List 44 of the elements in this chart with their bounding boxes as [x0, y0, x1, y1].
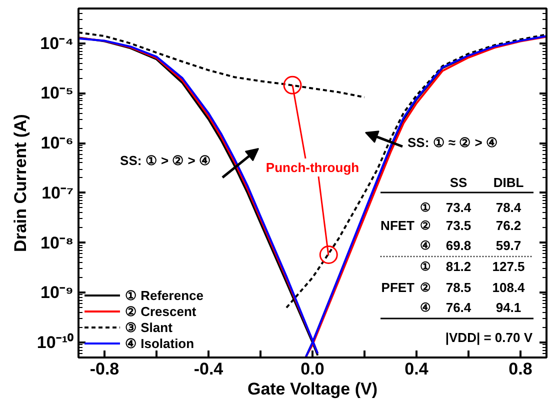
annotation: SS: ① ≈ ② > ④ [408, 135, 498, 150]
annotation: 108.4 [492, 280, 526, 295]
annotation: ② [420, 218, 431, 232]
x-tick-label: -0.4 [194, 360, 224, 378]
y-tick-label: 10⁻⁵ [40, 84, 74, 103]
annotation: 73.5 [446, 218, 472, 233]
annotation: |VDD| = 0.70 V [445, 330, 533, 345]
annotation: PFET [381, 280, 415, 295]
annotation: 78.5 [446, 280, 472, 295]
annotation: ① [420, 260, 431, 274]
annotation: 76.2 [496, 218, 522, 233]
annotation: SS [450, 175, 468, 190]
legend-label: ④ Isolation [125, 336, 194, 350]
y-axis-title: Drain Current (A) [10, 114, 30, 252]
annotation: 73.4 [446, 200, 472, 215]
legend-label: ② Crescent [125, 304, 196, 318]
x-tick-label: 0.8 [508, 360, 532, 378]
annotation: 78.4 [496, 200, 522, 215]
legend-label: ③ Slant [125, 320, 172, 334]
annotation: 76.4 [446, 300, 472, 315]
legend-label: ① Reference [125, 288, 204, 302]
annotation: ④ [420, 300, 431, 314]
annotation: Punch-through [266, 160, 360, 175]
annotation: SS: ① > ② > ④ [120, 153, 211, 168]
annotation: ① [420, 200, 431, 214]
annotation: 81.2 [446, 259, 472, 274]
annotation: 94.1 [496, 300, 522, 315]
x-tick-label: 0.4 [404, 360, 429, 378]
y-tick-label: 10⁻⁷ [42, 183, 74, 202]
x-tick-label: -0.8 [90, 360, 120, 378]
y-tick-label: 10⁻¹⁰ [36, 332, 74, 352]
annotation: NFET [380, 218, 415, 233]
x-tick-label: 0.0 [300, 360, 324, 378]
x-axis-title: Gate Voltage (V) [247, 380, 378, 398]
annotation: 69.8 [446, 238, 472, 253]
annotation: ④ [420, 238, 431, 252]
y-tick-label: 10⁻⁴ [40, 34, 74, 53]
annotation: 59.7 [496, 238, 522, 253]
y-tick-label: 10⁻⁶ [40, 134, 74, 153]
annotation: 127.5 [492, 259, 525, 274]
annotation: ② [420, 280, 431, 294]
y-tick-label: 10⁻⁹ [40, 283, 74, 302]
annotation: DIBL [493, 175, 524, 190]
y-tick-label: 10⁻⁸ [40, 233, 74, 252]
